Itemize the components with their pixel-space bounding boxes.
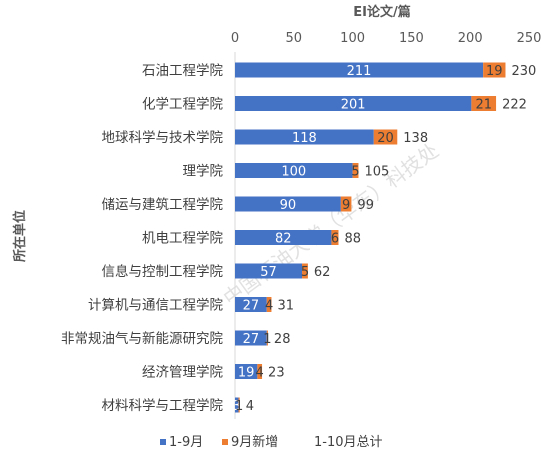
data-label-jan-sep: 19 [238, 366, 255, 381]
bar-segment-sep-new [266, 297, 272, 312]
data-label-sep-new: 21 [475, 98, 492, 113]
data-label-total: 4 [246, 399, 254, 414]
category-label: 经济管理学院 [142, 365, 223, 381]
bar-segment-jan-sep [235, 263, 303, 279]
bar-segment-jan-sep [235, 397, 239, 413]
data-label-total: 62 [314, 265, 331, 280]
category-label: 地球科学与技术学院 [102, 130, 224, 146]
bar-segment-sep-new [302, 263, 308, 279]
bar-segment-sep-new [352, 163, 359, 178]
bar-segment-jan-sep [235, 62, 484, 78]
bar-segment-sep-new [373, 129, 398, 145]
data-label-jan-sep: 57 [260, 265, 277, 280]
data-label-jan-sep: 201 [341, 98, 366, 113]
category-label: 化学工程学院 [142, 97, 223, 113]
bar-segment-jan-sep [235, 230, 332, 245]
category-label: 储运与建筑工程学院 [102, 197, 224, 213]
x-tick-label: 100 [340, 31, 365, 46]
x-axis-title: EI论文/篇 [353, 4, 410, 20]
bar-segment-jan-sep [235, 163, 353, 178]
bar-segment-jan-sep [235, 96, 472, 111]
data-label-sep-new: 19 [486, 64, 503, 79]
data-label-total: 105 [364, 165, 389, 180]
data-label-jan-sep: 118 [292, 131, 317, 146]
y-axis: 所在单位 石油工程学院化学工程学院地球科学与技术学院理学院储运与建筑工程学院机电工… [12, 52, 236, 419]
y-axis-title: 所在单位 [12, 210, 28, 262]
legend-swatch-sep-new [222, 439, 228, 445]
bar-segment-sep-new [238, 397, 240, 413]
data-label-total: 31 [277, 299, 294, 314]
data-label-jan-sep: 211 [347, 64, 372, 79]
bar-segment-jan-sep [235, 364, 258, 379]
data-label-jan-sep: 3 [233, 399, 241, 414]
data-label-total: 88 [344, 232, 361, 247]
data-label-sep-new: 20 [377, 131, 394, 146]
data-label-total: 99 [357, 198, 374, 213]
category-label: 机电工程学院 [142, 231, 223, 247]
category-label: 石油工程学院 [142, 63, 223, 79]
data-label-total: 222 [502, 98, 527, 113]
bar-segment-sep-new [471, 96, 497, 111]
bar-segment-sep-new [340, 196, 352, 212]
legend-swatch-jan-sep [160, 439, 166, 445]
bar-segment-sep-new [331, 230, 339, 245]
legend-label-sep-new: 9月新增 [231, 434, 278, 450]
bar-segment-jan-sep [235, 129, 374, 145]
data-label-sep-new: 1 [263, 332, 271, 347]
data-label-total: 138 [403, 131, 428, 146]
data-label-jan-sep: 27 [243, 299, 260, 314]
x-tick-label: 250 [517, 31, 542, 46]
data-label-sep-new: 4 [256, 366, 264, 381]
bar-segment-jan-sep [235, 196, 341, 212]
x-axis: EI论文/篇 0 50 100 150 200 250 [231, 4, 542, 46]
data-label-sep-new: 1 [235, 399, 243, 414]
bar-segment-sep-new [266, 330, 268, 346]
data-label-jan-sep: 82 [275, 232, 292, 247]
data-label-sep-new: 5 [351, 165, 359, 180]
data-label-jan-sep: 90 [280, 198, 297, 213]
data-label-jan-sep: 27 [243, 332, 260, 347]
legend-label-total: 1-10月总计 [314, 435, 383, 450]
data-label-sep-new: 6 [331, 232, 339, 247]
data-label-total: 230 [511, 64, 536, 79]
data-label-jan-sep: 100 [281, 165, 306, 180]
x-tick-label: 0 [231, 31, 239, 46]
data-label-total: 28 [274, 332, 291, 347]
category-label: 计算机与通信工程学院 [88, 298, 223, 314]
bar-segment-sep-new [257, 364, 263, 379]
data-label-sep-new: 9 [342, 198, 350, 213]
category-label: 非常规油气与新能源研究院 [61, 331, 223, 347]
x-tick-label: 150 [399, 31, 424, 46]
bar-segment-jan-sep [235, 297, 267, 312]
category-label: 信息与控制工程学院 [102, 263, 224, 280]
category-label: 材料科学与工程学院 [102, 398, 224, 414]
data-label-sep-new: 5 [301, 265, 309, 280]
x-tick-label: 200 [458, 31, 483, 46]
data-label-sep-new: 4 [265, 299, 273, 314]
data-label-total: 23 [268, 366, 285, 381]
legend: 1-9月 9月新增 1-10月总计 [160, 434, 383, 450]
legend-label-jan-sep: 1-9月 [169, 435, 203, 450]
bar-segment-jan-sep [235, 330, 267, 346]
bar-segment-sep-new [483, 62, 506, 78]
category-label: 理学院 [183, 164, 224, 180]
x-tick-label: 50 [286, 31, 303, 46]
